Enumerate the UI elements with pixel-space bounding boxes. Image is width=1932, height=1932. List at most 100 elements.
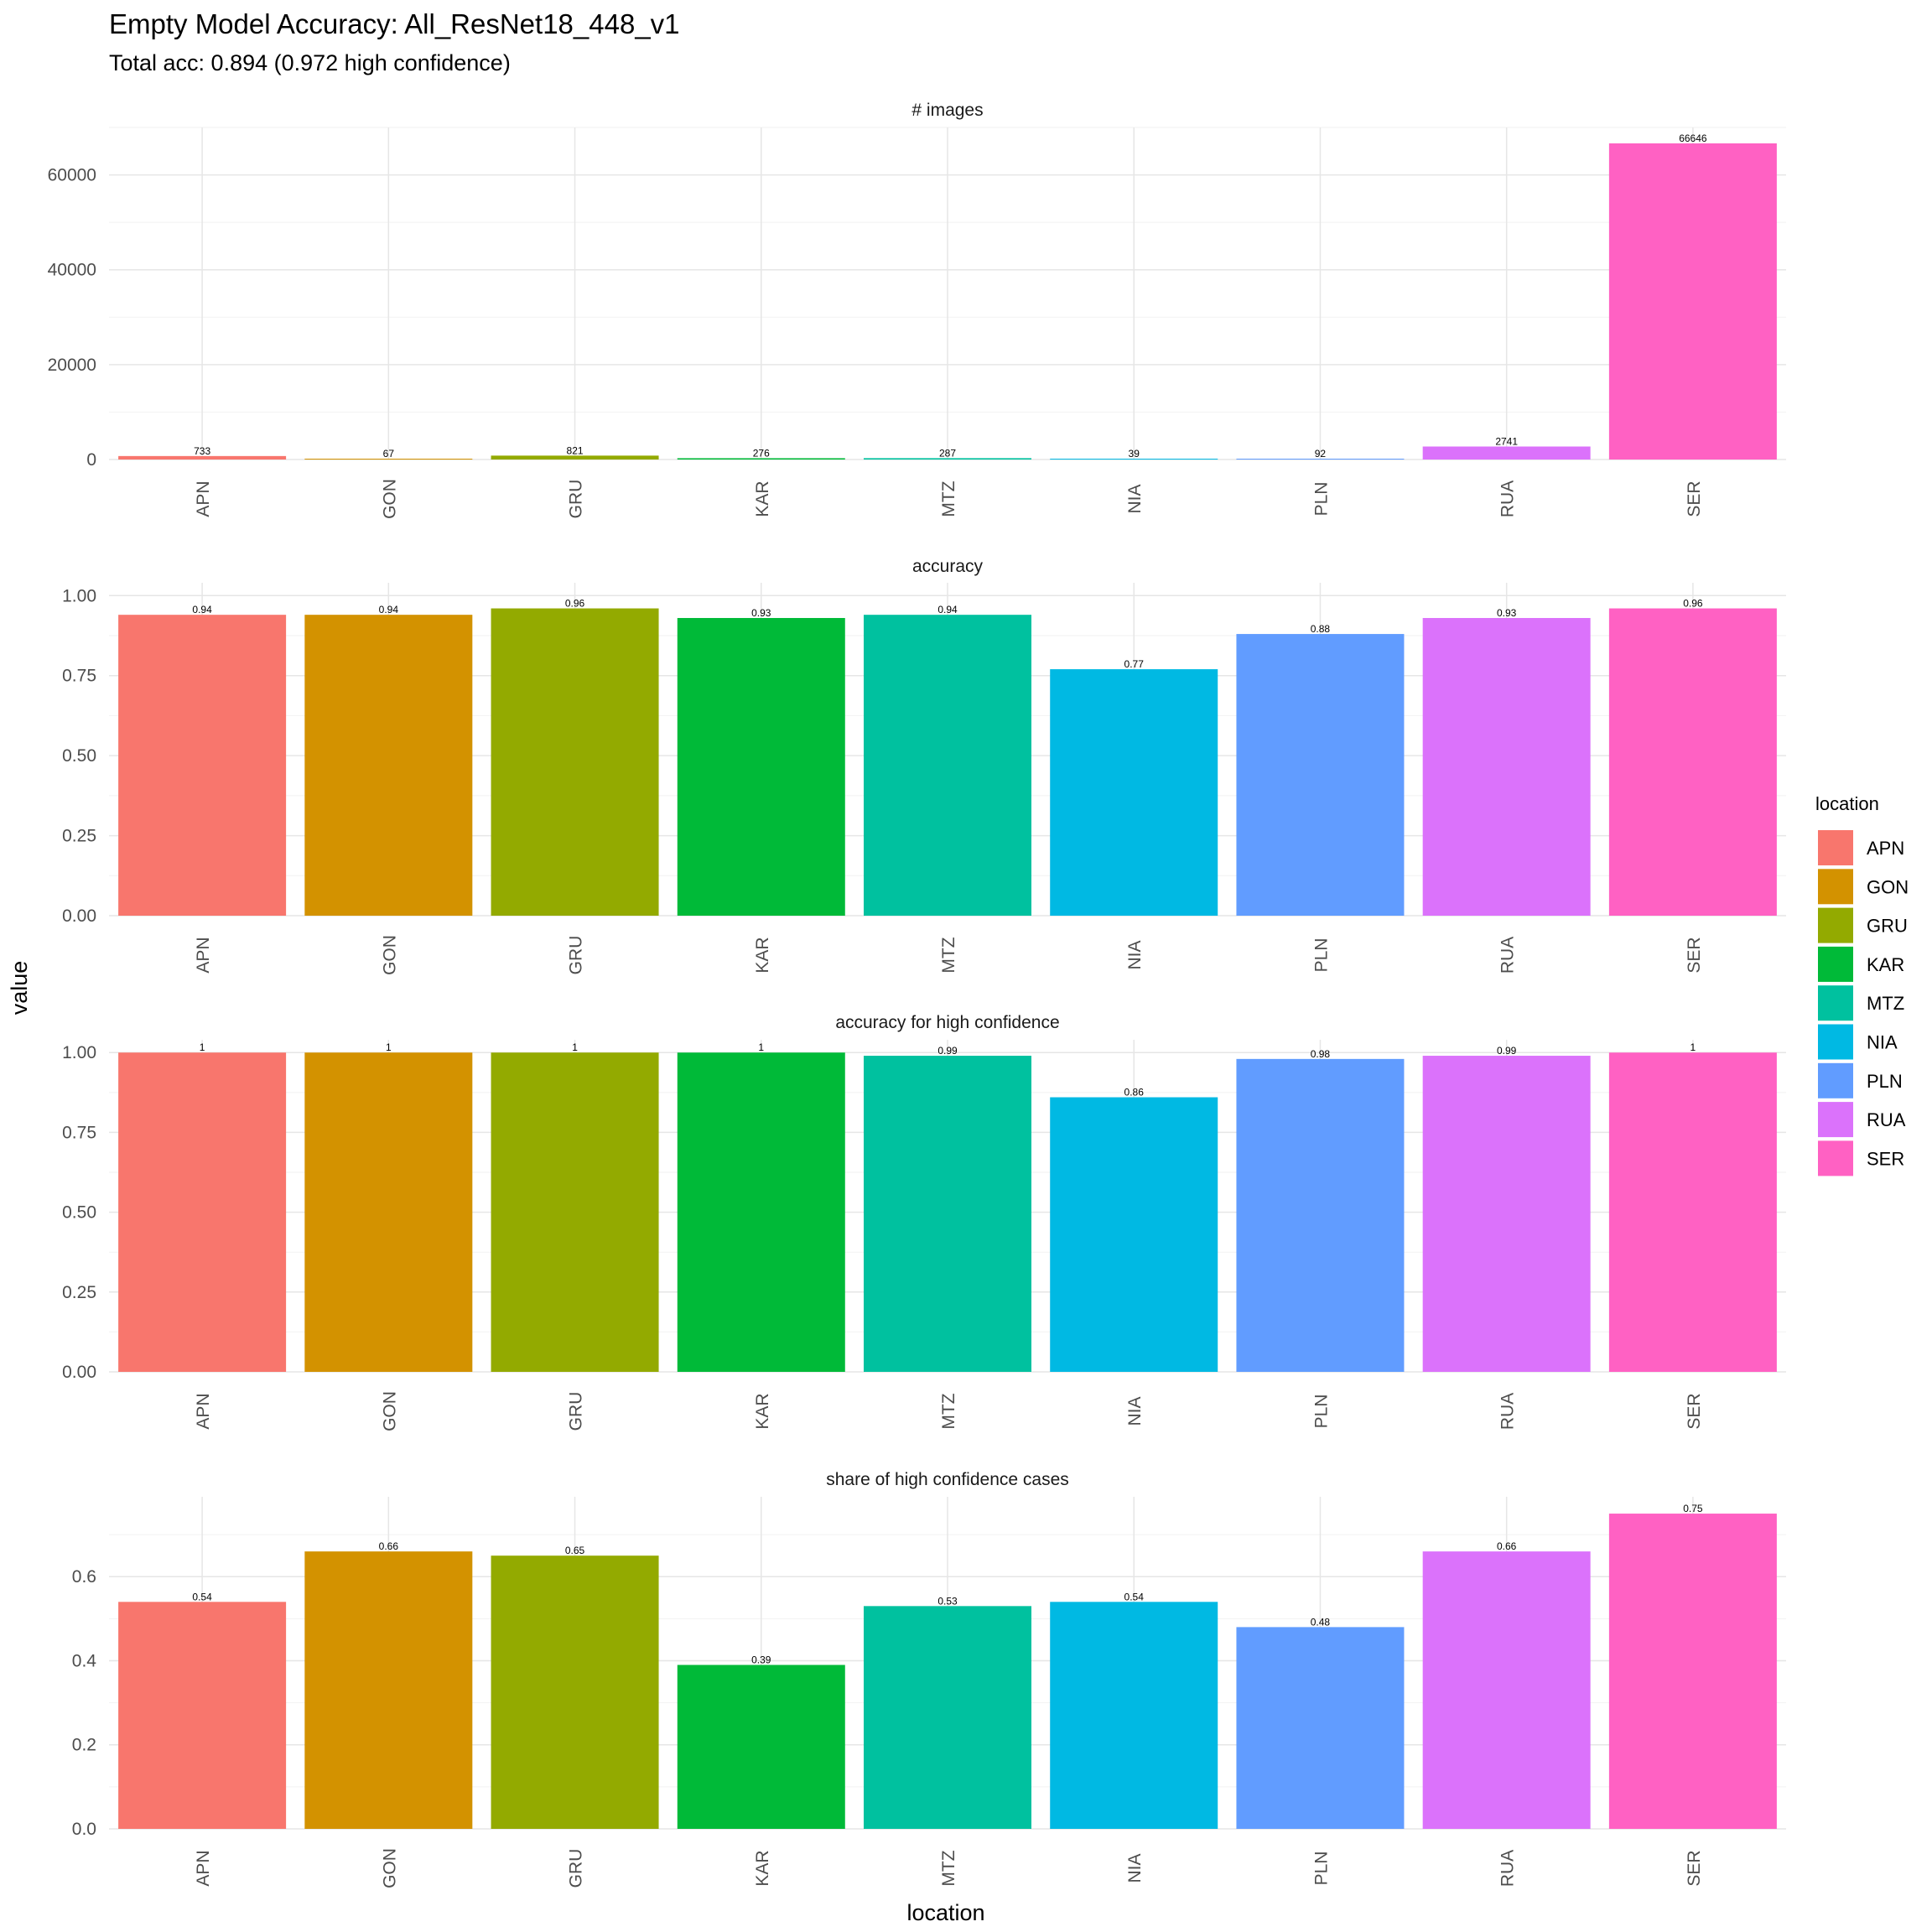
x-tick-label: GRU — [567, 1849, 586, 1888]
x-tick-label: NIA — [1125, 484, 1145, 513]
y-tick-label: 1.00 — [62, 1043, 96, 1062]
x-tick-label: SER — [1685, 1393, 1704, 1429]
x-tick-label: NIA — [1125, 1396, 1145, 1426]
y-tick-label: 0.50 — [62, 1203, 96, 1223]
bar-gru — [491, 455, 659, 460]
data-label: 1 — [200, 1041, 205, 1053]
x-tick-label: NIA — [1125, 1853, 1145, 1883]
bar-mtz — [864, 1056, 1031, 1372]
legend-label: KAR — [1867, 954, 1904, 975]
bar-rua — [1422, 617, 1591, 916]
data-label: 0.77 — [1124, 658, 1145, 670]
x-tick-label: PLN — [1311, 482, 1331, 517]
bar-kar — [677, 1052, 845, 1372]
facet-title: accuracy for high confidence — [835, 1013, 1059, 1032]
data-label: 0.53 — [937, 1595, 958, 1607]
y-tick-label: 0.2 — [72, 1736, 96, 1755]
data-label: 0.39 — [751, 1654, 771, 1666]
bar-gon — [304, 459, 473, 460]
y-tick-label: 0.25 — [62, 827, 96, 846]
bar-gru — [491, 608, 659, 916]
legend-label: MTZ — [1867, 993, 1904, 1014]
x-tick-label: KAR — [753, 1393, 772, 1429]
x-tick-label: RUA — [1498, 1850, 1518, 1887]
x-tick-label: RUA — [1498, 937, 1518, 974]
bar-mtz — [864, 458, 1031, 460]
chart-subtitle: Total acc: 0.894 (0.972 high confidence) — [109, 50, 511, 75]
legend-swatch-kar — [1818, 946, 1853, 982]
y-axis-title: value — [7, 961, 32, 1015]
facet-panel: 0.00 0.25 0.50 0.75 1.00 accuracy for high co… — [62, 1013, 1786, 1431]
x-tick-label: APN — [194, 480, 213, 517]
legend-label: RUA — [1867, 1109, 1906, 1130]
x-tick-label: GON — [380, 935, 399, 975]
y-tick-label: 40000 — [48, 261, 96, 280]
bar-ser — [1608, 608, 1777, 916]
data-label: 66646 — [1679, 132, 1707, 144]
x-tick-label: KAR — [753, 480, 772, 517]
x-tick-label: MTZ — [939, 1850, 958, 1886]
legend-title: location — [1815, 793, 1879, 814]
y-tick-label: 0.00 — [62, 1363, 96, 1382]
data-label: 821 — [567, 444, 584, 456]
data-label: 67 — [383, 448, 395, 460]
legend-label: GON — [1867, 876, 1909, 897]
bar-nia — [1050, 669, 1218, 916]
bar-gon — [304, 1052, 473, 1372]
x-tick-label: SER — [1685, 937, 1704, 973]
bar-mtz — [864, 615, 1031, 916]
bar-gon — [304, 1551, 473, 1829]
x-tick-label: PLN — [1311, 1852, 1331, 1886]
y-tick-label: 0.6 — [72, 1567, 96, 1587]
x-tick-label: APN — [194, 937, 213, 973]
data-label: 0.54 — [1124, 1591, 1145, 1602]
data-label: 0.48 — [1311, 1616, 1331, 1628]
x-tick-label: APN — [194, 1393, 213, 1429]
bar-apn — [118, 1052, 287, 1372]
legend-swatch-gon — [1818, 869, 1853, 905]
legend: location APN GON GRU KAR MTZ NIA PLN RUA SER — [1815, 793, 1909, 1176]
legend-swatch-apn — [1818, 830, 1853, 865]
y-tick-label: 0.0 — [72, 1820, 96, 1839]
legend-label: NIA — [1867, 1032, 1898, 1053]
bar-kar — [677, 617, 845, 916]
facet-panel: 0.00 0.25 0.50 0.75 1.00 accuracy 0.94 0.94 0.96… — [62, 557, 1786, 975]
data-label: 0.66 — [379, 1540, 399, 1552]
x-tick-label: GON — [380, 479, 399, 519]
data-label: 1 — [758, 1041, 764, 1053]
x-tick-label: PLN — [1311, 1394, 1331, 1429]
data-label: 0.96 — [1683, 598, 1703, 610]
x-tick-label: KAR — [753, 937, 772, 973]
x-tick-label: MTZ — [939, 937, 958, 973]
data-label: 1 — [386, 1041, 392, 1053]
y-tick-label: 0.4 — [72, 1651, 97, 1670]
x-tick-label: MTZ — [939, 480, 958, 517]
data-label: 0.88 — [1311, 623, 1331, 635]
data-label: 0.86 — [1124, 1087, 1145, 1098]
bar-apn — [118, 615, 287, 916]
x-axis-title: location — [906, 1900, 984, 1925]
bar-apn — [118, 455, 287, 460]
bar-ser — [1608, 1052, 1777, 1372]
x-tick-label: GRU — [567, 936, 586, 975]
bar-rua — [1422, 1056, 1591, 1372]
x-tick-label: APN — [194, 1850, 213, 1886]
y-tick-label: 60000 — [48, 166, 96, 185]
x-tick-label: RUA — [1498, 480, 1518, 517]
legend-label: SER — [1867, 1148, 1904, 1169]
legend-label: PLN — [1867, 1071, 1903, 1092]
legend-swatch-nia — [1818, 1024, 1853, 1060]
bar-nia — [1050, 1602, 1218, 1829]
x-tick-label: GRU — [567, 480, 586, 519]
data-label: 0.96 — [565, 598, 585, 610]
facet-panels: 0 20000 40000 60000 # images 733 67 821 276 287 39… — [48, 101, 1786, 1888]
data-label: 92 — [1315, 448, 1327, 460]
data-label: 0.98 — [1311, 1048, 1331, 1060]
data-label: 0.66 — [1497, 1540, 1517, 1552]
facet-title: share of high confidence cases — [826, 1470, 1069, 1489]
data-label: 0.65 — [565, 1545, 585, 1556]
data-label: 0.94 — [192, 604, 212, 615]
bar-nia — [1050, 459, 1218, 460]
y-tick-label: 0 — [86, 450, 96, 470]
data-label: 733 — [194, 445, 210, 457]
